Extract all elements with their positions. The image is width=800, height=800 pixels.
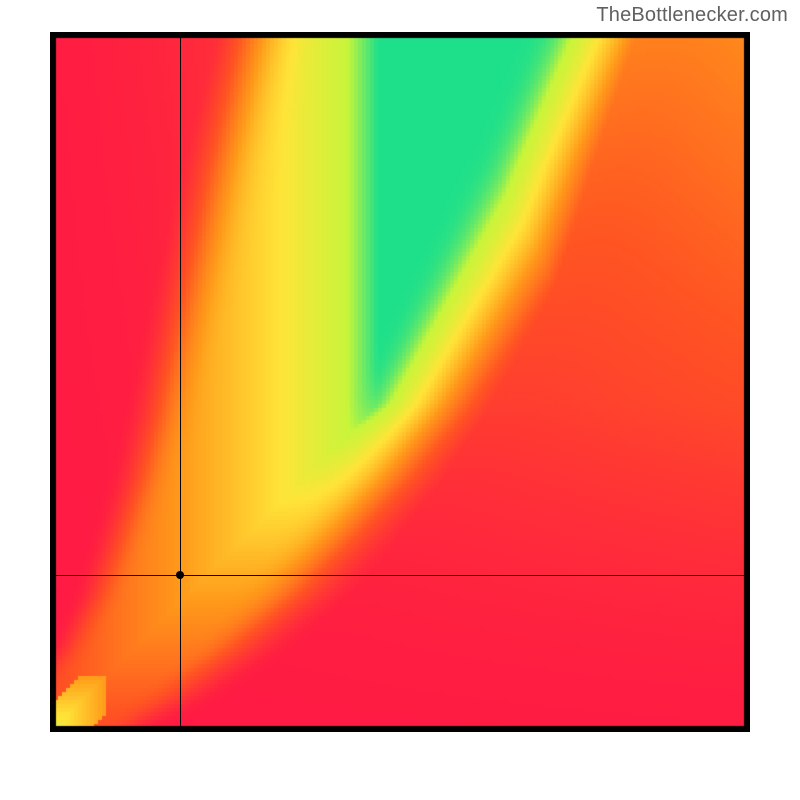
bottleneck-heatmap-plot [50, 32, 750, 732]
watermark-text: TheBottlenecker.com [596, 4, 788, 27]
crosshair-horizontal [50, 575, 750, 576]
chart-container: TheBottlenecker.com [0, 0, 800, 800]
heatmap-canvas [50, 32, 750, 732]
crosshair-vertical [180, 32, 181, 732]
selection-marker-dot [176, 571, 184, 579]
